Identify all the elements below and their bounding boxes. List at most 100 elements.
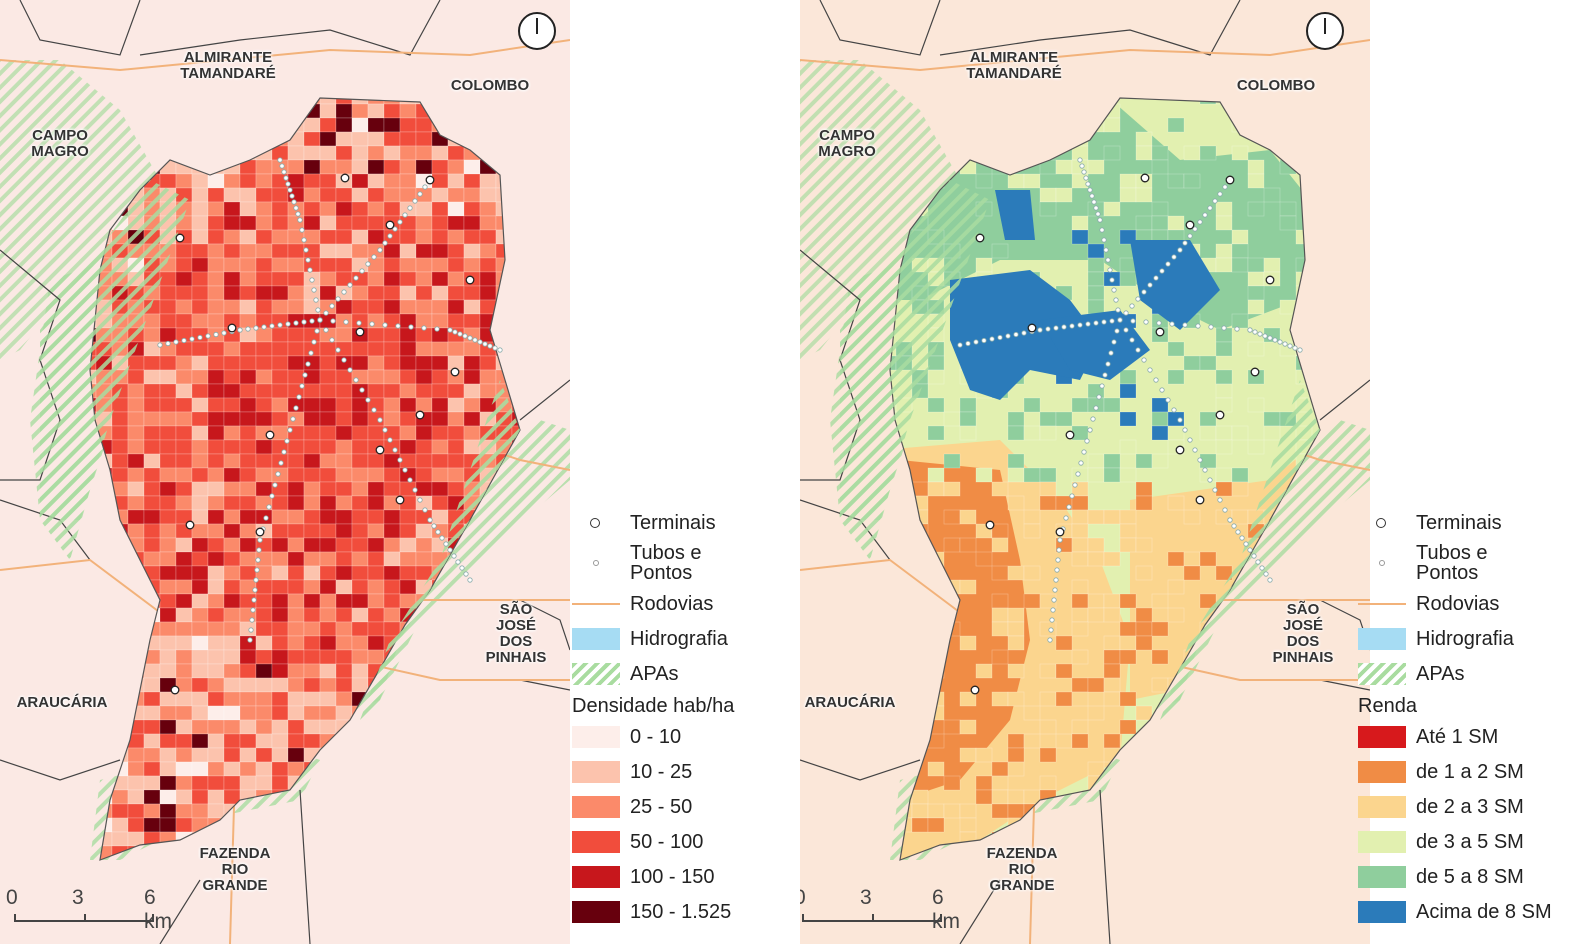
transit-stop-icon bbox=[347, 367, 353, 373]
legend-class-swatch bbox=[572, 866, 620, 888]
transit-stop-icon bbox=[402, 212, 408, 218]
transit-stop-icon bbox=[296, 394, 302, 400]
legend-item-tubos: Tubos e Pontos bbox=[572, 543, 702, 583]
transit-stop-icon bbox=[397, 457, 403, 463]
census-tract bbox=[159, 551, 177, 567]
census-tract bbox=[255, 453, 273, 469]
census-tract bbox=[223, 733, 241, 749]
census-tract bbox=[1023, 425, 1041, 441]
census-tract bbox=[127, 747, 145, 763]
census-tract bbox=[143, 551, 161, 567]
census-tract bbox=[1007, 425, 1025, 441]
census-tract bbox=[207, 243, 225, 259]
census-tract bbox=[303, 719, 321, 735]
census-tract bbox=[319, 705, 337, 721]
census-tract bbox=[191, 691, 209, 707]
legend-label: Tubos e Pontos bbox=[1416, 542, 1488, 584]
transit-stop-icon bbox=[1192, 447, 1198, 453]
scale-bar: 0 3 6 km bbox=[800, 886, 960, 933]
legend-class-4: 100 - 150 bbox=[572, 866, 715, 888]
transit-stop-icon bbox=[1259, 565, 1265, 571]
census-tract bbox=[223, 439, 241, 455]
census-tract bbox=[351, 215, 369, 231]
transit-stop-icon bbox=[1093, 205, 1099, 211]
transit-stop-icon bbox=[1108, 350, 1114, 356]
census-tract bbox=[1087, 257, 1105, 273]
legend-item-terminais: Terminais bbox=[1358, 512, 1502, 534]
census-tract bbox=[1023, 733, 1041, 749]
census-tract bbox=[367, 103, 385, 119]
legend-item-rodovias: Rodovias bbox=[572, 593, 713, 615]
transit-stop-icon bbox=[285, 181, 291, 187]
census-tract bbox=[1103, 467, 1121, 483]
census-tract bbox=[175, 299, 193, 315]
census-tract bbox=[959, 411, 977, 427]
census-tract bbox=[367, 383, 385, 399]
census-tract bbox=[351, 411, 369, 427]
census-tract bbox=[207, 229, 225, 245]
census-tract bbox=[255, 677, 273, 693]
transit-stop-icon bbox=[387, 233, 393, 239]
census-tract bbox=[431, 355, 449, 371]
census-tract bbox=[271, 663, 289, 679]
city-label-colombo: COLOMBO bbox=[1236, 77, 1316, 94]
census-tract bbox=[399, 355, 417, 371]
transit-stop-icon bbox=[285, 321, 291, 327]
census-tract bbox=[319, 355, 337, 371]
census-tract bbox=[175, 565, 193, 581]
transit-stop-icon bbox=[371, 254, 377, 260]
census-tract bbox=[479, 173, 497, 189]
census-tract bbox=[159, 467, 177, 483]
census-tract bbox=[1071, 495, 1089, 511]
census-tract bbox=[431, 215, 449, 231]
transit-stop-icon bbox=[1096, 394, 1102, 400]
transit-stop-icon bbox=[157, 342, 163, 348]
census-tract bbox=[239, 369, 257, 385]
census-tract bbox=[319, 159, 337, 175]
census-tract bbox=[191, 313, 209, 329]
census-tract bbox=[127, 831, 145, 847]
census-tract bbox=[463, 425, 481, 441]
census-tract bbox=[1103, 551, 1121, 567]
transit-stop-icon bbox=[279, 163, 285, 169]
census-tract bbox=[479, 187, 497, 203]
census-tract bbox=[1039, 425, 1057, 441]
census-tract bbox=[1119, 187, 1137, 203]
legend-label: Rodovias bbox=[630, 593, 714, 615]
census-tract bbox=[319, 285, 337, 301]
census-tract bbox=[351, 299, 369, 315]
census-tract bbox=[239, 411, 257, 427]
census-tract bbox=[959, 803, 977, 819]
transit-stop-icon bbox=[1297, 347, 1303, 353]
census-tract bbox=[207, 537, 225, 553]
census-tract bbox=[1103, 677, 1121, 693]
census-tract bbox=[335, 495, 353, 511]
census-tract bbox=[1071, 607, 1089, 623]
income-map-canvas bbox=[800, 0, 1370, 944]
census-tract bbox=[287, 537, 305, 553]
census-tract bbox=[1103, 593, 1121, 609]
census-tract bbox=[1199, 145, 1217, 161]
transit-stop-icon bbox=[1099, 227, 1105, 233]
transit-stop-icon bbox=[251, 597, 257, 603]
census-tract bbox=[1199, 411, 1217, 427]
census-tract bbox=[447, 187, 465, 203]
census-tract bbox=[431, 285, 449, 301]
transit-stop-icon bbox=[281, 449, 287, 455]
transit-stop-icon bbox=[237, 327, 243, 333]
transit-stop-icon bbox=[1087, 427, 1093, 433]
census-tract bbox=[143, 747, 161, 763]
transit-stop-icon bbox=[221, 330, 227, 336]
census-tract bbox=[399, 271, 417, 287]
city-label-sao-jose-dos-pinhais: SÃO JOSÉ DOS PINHAIS bbox=[1272, 601, 1334, 666]
census-tract bbox=[191, 635, 209, 651]
transit-stop-icon bbox=[1045, 326, 1051, 332]
census-tract bbox=[1247, 439, 1265, 455]
city-label-araucaria: ARAUCÁRIA bbox=[16, 694, 108, 711]
census-tract bbox=[207, 425, 225, 441]
census-tract bbox=[207, 285, 225, 301]
census-tract bbox=[1231, 145, 1249, 161]
census-tract bbox=[191, 257, 209, 273]
transit-stop-icon bbox=[1221, 325, 1227, 331]
transit-stop-icon bbox=[278, 460, 284, 466]
